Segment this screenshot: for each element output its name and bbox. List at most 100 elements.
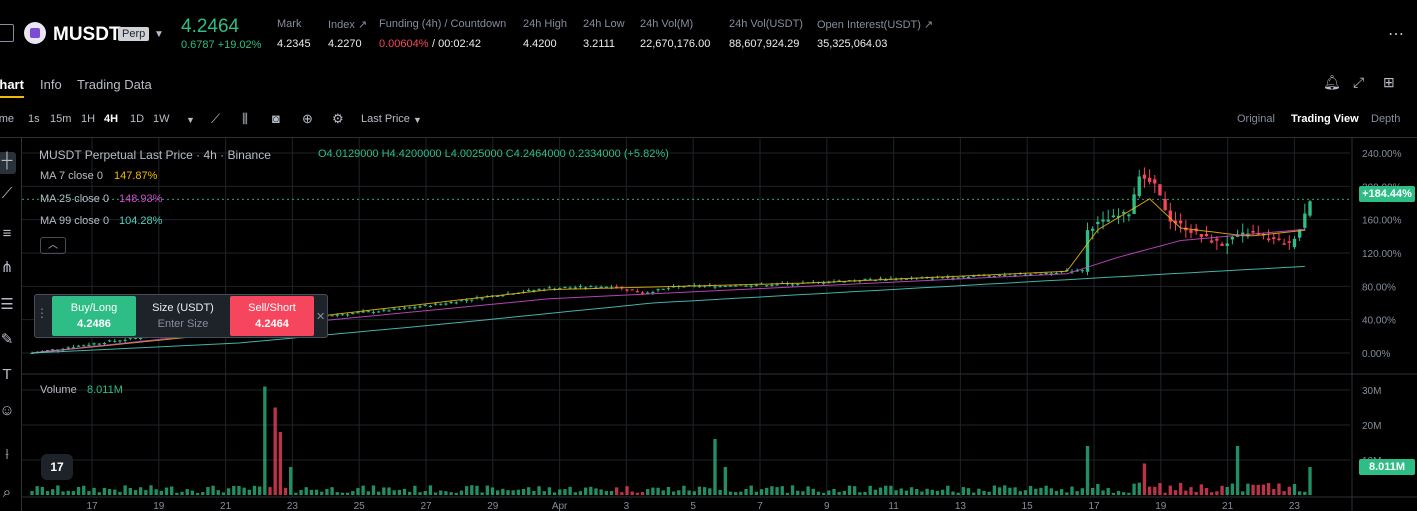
ma25-label[interactable]: MA 25 close 0 xyxy=(40,193,110,205)
ma99-label[interactable]: MA 99 close 0 xyxy=(40,215,110,227)
close-widget-icon[interactable]: ✕ xyxy=(316,311,326,323)
view-original[interactable]: Original xyxy=(1237,113,1275,125)
volume-bar xyxy=(1065,492,1069,495)
text-tool-icon[interactable]: T xyxy=(2,366,12,383)
candle-body xyxy=(997,274,1002,276)
volume-bar xyxy=(247,489,251,495)
volume-bar xyxy=(361,485,365,495)
more-options-icon[interactable]: ⋯ xyxy=(1388,26,1405,43)
vol-usdt-value: 88,607,924.29 xyxy=(729,38,800,50)
size-field[interactable]: Size (USDT) Enter Size xyxy=(138,296,228,336)
price-source-chevron-icon[interactable]: ▼ xyxy=(413,115,422,125)
candle-body xyxy=(956,277,960,279)
sell-short-button[interactable]: Sell/Short 4.2464 xyxy=(230,296,314,336)
candle-body xyxy=(1266,238,1271,241)
candle-body xyxy=(1049,273,1053,275)
symbol-name[interactable]: MUSDT xyxy=(53,24,121,45)
volume-bar xyxy=(806,486,810,495)
brush-tool-icon[interactable]: ✎ xyxy=(0,331,14,348)
buy-long-button[interactable]: Buy/Long 4.2486 xyxy=(52,296,136,336)
candle-body xyxy=(842,281,847,283)
volume-bar xyxy=(739,491,743,495)
volume-bar xyxy=(1106,488,1110,495)
volume-bar xyxy=(506,490,510,495)
settings-icon[interactable]: ⚙ xyxy=(332,111,344,126)
price-axis-label: 40.00% xyxy=(1362,316,1396,327)
size-placeholder[interactable]: Enter Size xyxy=(157,318,209,330)
volume-bar xyxy=(464,486,469,495)
layout-grid-icon[interactable]: ⊞ xyxy=(1383,74,1395,90)
fib-tool-icon[interactable]: ☰ xyxy=(0,296,14,313)
tab-trading-data[interactable]: Trading Data xyxy=(77,77,152,92)
candle-body xyxy=(1096,221,1100,225)
fullscreen-icon[interactable]: ⤢ xyxy=(1353,74,1365,90)
candle-body xyxy=(578,286,583,288)
tab-info[interactable]: Info xyxy=(40,77,62,92)
candle-body xyxy=(568,287,572,289)
volume-bar xyxy=(558,489,562,495)
interval-1w[interactable]: 1W xyxy=(153,113,170,125)
ma7-label[interactable]: MA 7 close 0 xyxy=(40,170,103,182)
crosshair-tool-icon[interactable]: ┼ xyxy=(0,152,16,174)
candle-body xyxy=(45,350,50,352)
interval-15m[interactable]: 15m xyxy=(50,113,72,125)
vol-m-label: 24h Vol(M) xyxy=(640,18,694,30)
candle-body xyxy=(982,275,986,277)
volume-bar xyxy=(335,492,339,495)
volume-bar xyxy=(677,490,681,495)
volume-bar xyxy=(728,491,733,495)
volume-bar xyxy=(1297,491,1302,495)
ruler-tool-icon[interactable]: ⟊ xyxy=(5,446,9,463)
view-depth[interactable]: Depth xyxy=(1371,113,1401,125)
volume-bar xyxy=(294,492,298,495)
emoji-tool-icon[interactable]: ☺ xyxy=(0,402,15,419)
index-label[interactable]: Index ↗ xyxy=(328,19,368,31)
volume-bar xyxy=(1266,483,1271,495)
favorite-star-icon[interactable] xyxy=(0,24,14,42)
time-axis-label: 23 xyxy=(1289,501,1301,511)
indicator-icon[interactable]: ⟋ xyxy=(211,111,221,126)
price-source-select[interactable]: Last Price xyxy=(361,113,410,125)
drag-handle-icon[interactable]: ⋮ xyxy=(36,306,48,320)
interval-more-icon[interactable]: ▼ xyxy=(186,115,195,125)
candle-body xyxy=(470,299,474,301)
interval-1d[interactable]: 1D xyxy=(130,113,145,125)
view-trading-view[interactable]: Trading View xyxy=(1291,113,1359,125)
volume-bar xyxy=(889,485,893,495)
camera-icon[interactable]: ◙ xyxy=(272,111,280,126)
candle-body xyxy=(894,279,898,281)
symbol-dropdown-icon[interactable]: ▼ xyxy=(154,29,164,40)
candle-body xyxy=(351,313,355,315)
volume-bar xyxy=(625,486,629,495)
trendline-tool-icon[interactable]: ⟋ xyxy=(1,185,13,202)
pitchfork-tool-icon[interactable]: ⋔ xyxy=(0,259,14,276)
volume-bar xyxy=(702,487,707,495)
collapse-legend-button[interactable]: ︿ xyxy=(40,237,66,254)
interval-4h[interactable]: 4H xyxy=(104,113,119,125)
volume-bar xyxy=(1194,492,1198,495)
time-axis-label: 27 xyxy=(420,501,432,511)
interval-1s[interactable]: 1s xyxy=(28,113,40,125)
volume-bar xyxy=(340,492,345,495)
candle-body xyxy=(1137,176,1141,197)
tab-chart[interactable]: Chart xyxy=(0,77,24,92)
volume-bar xyxy=(790,485,795,495)
volume-bar xyxy=(614,487,619,495)
mark-value: 4.2345 xyxy=(277,38,311,50)
add-icon[interactable]: ⊕ xyxy=(302,111,313,126)
candle-type-icon[interactable]: ⫼ xyxy=(242,111,248,126)
volume-bar xyxy=(1235,446,1240,495)
oi-label[interactable]: Open Interest(USDT) ↗ xyxy=(817,19,934,31)
candle-body xyxy=(656,289,660,291)
alert-bell-icon[interactable]: 🔔︎ xyxy=(1323,74,1341,90)
interval-1h[interactable]: 1H xyxy=(81,113,96,125)
candle-body xyxy=(661,288,665,290)
index-value: 4.2270 xyxy=(328,38,362,50)
horizontal-lines-tool-icon[interactable]: ≡ xyxy=(2,225,12,242)
volume-bar xyxy=(495,490,500,495)
volume-bar xyxy=(356,488,360,495)
volume-bar xyxy=(904,490,909,495)
volume-bar xyxy=(868,485,872,495)
zoom-tool-icon[interactable]: ⌕ xyxy=(2,484,12,501)
